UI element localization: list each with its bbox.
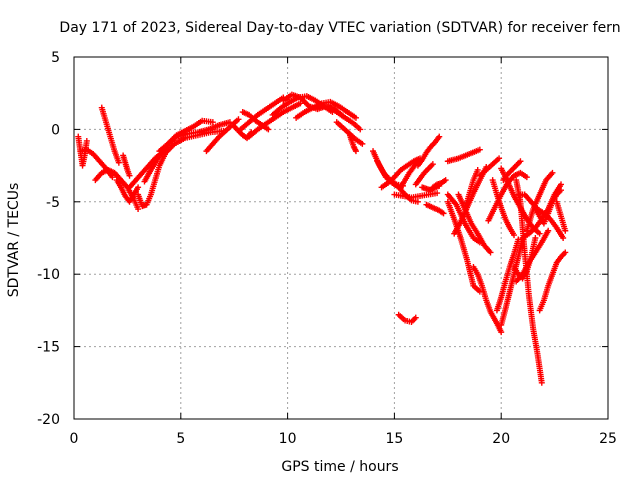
data-point-marker (429, 161, 436, 168)
data-point-marker (265, 126, 272, 133)
data-point-marker (560, 235, 567, 241)
x-tick-label: 25 (599, 431, 617, 447)
data-point-marker (558, 181, 565, 188)
data-point-marker (511, 232, 518, 239)
data-point-marker (498, 329, 505, 336)
y-axis-label: SDTVAR / TECUs (6, 183, 22, 298)
data-point-marker (135, 184, 142, 191)
data-point-marker (126, 172, 133, 179)
data-point-marker (474, 166, 481, 173)
data-point-marker (517, 158, 524, 165)
data-point-marker (545, 227, 552, 234)
data-point-marker (115, 159, 122, 166)
data-point-marker (558, 187, 565, 194)
data-point-marker (352, 114, 359, 121)
x-tick-label: 5 (176, 431, 185, 447)
data-point-marker (83, 137, 90, 144)
y-tick-label: -15 (37, 340, 60, 356)
data-point-marker (536, 230, 543, 237)
data-point-marker (414, 198, 421, 205)
data-point-marker (412, 314, 419, 321)
data-point-marker (532, 235, 539, 241)
data-point-marker (562, 227, 569, 234)
x-tick-label: 10 (279, 431, 297, 447)
x-axis-label: GPS time / hours (281, 459, 398, 475)
y-tick-label: -5 (46, 195, 60, 211)
data-point-marker (357, 126, 364, 133)
y-tick-label: 5 (51, 50, 60, 66)
x-tick-label: 0 (70, 431, 79, 447)
data-point-marker (487, 249, 494, 256)
data-point-marker (297, 100, 304, 107)
y-tick-label: -10 (37, 267, 60, 283)
data-point-marker (109, 174, 116, 181)
x-tick-label: 15 (385, 431, 403, 447)
data-point-marker (434, 190, 441, 197)
data-point-marker (538, 379, 545, 386)
y-tick-label: -20 (37, 412, 60, 428)
data-point-marker (476, 146, 483, 153)
plot-frame (73, 56, 609, 420)
data-point-marker (549, 169, 556, 176)
data-point-marker (562, 249, 569, 256)
data-point-marker (442, 177, 449, 184)
data-point-marker (235, 116, 242, 123)
data-point-marker (135, 206, 142, 213)
data-point-marker (209, 119, 216, 126)
data-point-marker (523, 174, 530, 181)
axis-ticks: 0 5 10 15 20 25 5 0 -5 -10 -15 -20 (37, 50, 617, 447)
data-point-marker (496, 155, 503, 162)
data-point-marker (352, 148, 359, 155)
data-points (75, 91, 569, 386)
x-tick-label: 20 (492, 431, 510, 447)
data-point-marker (440, 210, 447, 217)
y-tick-label: 0 (51, 122, 60, 138)
data-point-marker (359, 140, 366, 147)
chart-title: Day 171 of 2023, Sidereal Day-to-day VTE… (59, 20, 620, 36)
data-point-marker (436, 133, 443, 140)
